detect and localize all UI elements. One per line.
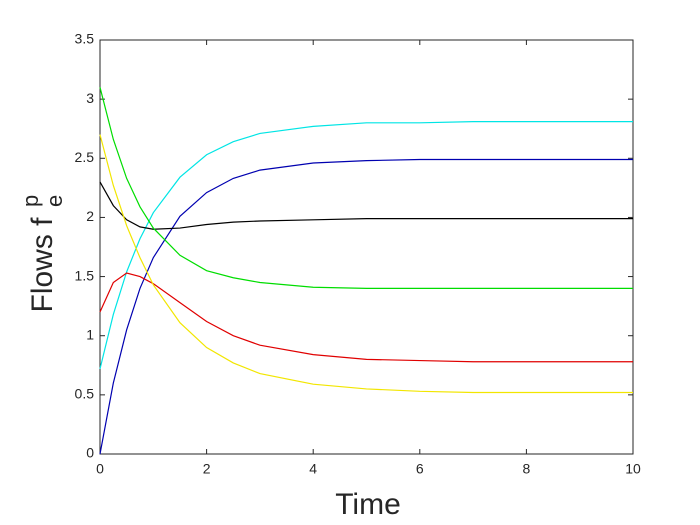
x-tick-label: 2 [203, 461, 211, 477]
y-tick-label: 0 [86, 445, 94, 461]
series-line [99, 87, 633, 289]
series-line [99, 181, 633, 230]
x-tick-label: 6 [416, 461, 424, 477]
plot-area [99, 39, 634, 455]
y-tick-label: 1 [86, 326, 94, 342]
y-tick-label: 2.5 [75, 149, 95, 165]
y-axis-label: Flows f [26, 217, 59, 313]
y-tick-label: 0.5 [75, 386, 95, 402]
series-line [99, 121, 633, 369]
series-line [99, 134, 633, 394]
x-tick-label: 10 [625, 461, 641, 477]
y-tick-label: 3 [86, 90, 94, 106]
x-tick-label: 4 [309, 461, 317, 477]
y-tick-label: 2 [86, 208, 94, 224]
series-line [99, 272, 633, 363]
x-tick-label: 0 [96, 461, 104, 477]
x-tick-label: 8 [523, 461, 531, 477]
x-axis-label: Time [335, 488, 401, 521]
y-axis-label-superscript: p [18, 195, 43, 207]
series-line [99, 158, 633, 455]
y-tick-label: 1.5 [75, 267, 95, 283]
y-tick-label: 3.5 [75, 31, 95, 47]
y-axis-label-group: Flows f p e [18, 195, 67, 313]
y-axis-label-subscript: e [42, 195, 67, 207]
